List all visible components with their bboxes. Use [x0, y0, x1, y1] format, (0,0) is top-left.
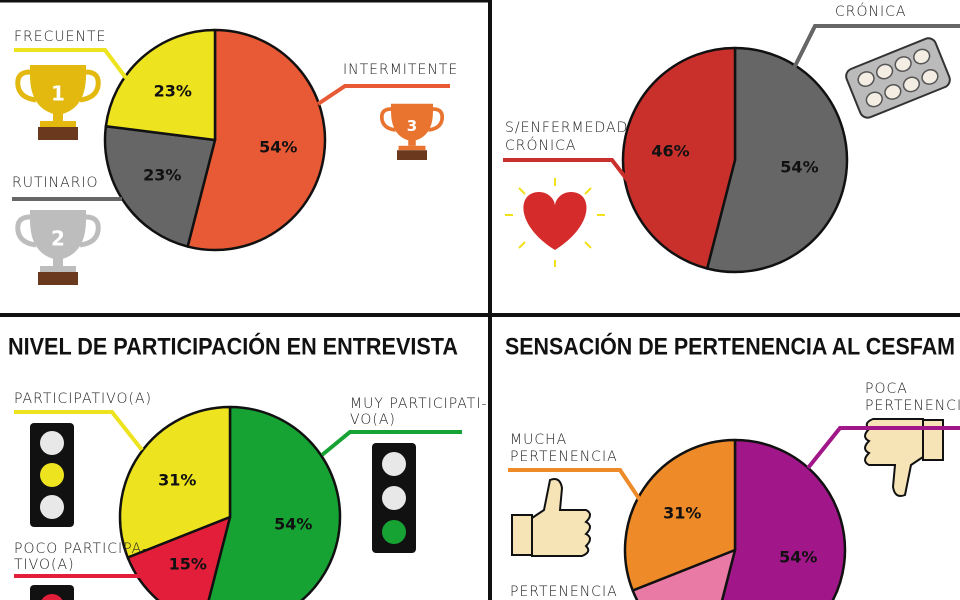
- data-label: 54%: [259, 137, 297, 156]
- leader-line: [14, 410, 144, 452]
- chart-title: NIVEL DE PARTICIPACIÓN EN ENTREVISTA: [8, 332, 458, 360]
- leader-line: [320, 430, 462, 457]
- data-label: 15%: [169, 554, 207, 573]
- pie-slice: [118, 405, 232, 559]
- leader-line: [316, 84, 450, 106]
- pie-slice: [104, 28, 217, 142]
- svg-text:1: 1: [51, 82, 65, 106]
- data-label: 54%: [779, 547, 817, 566]
- thumb-up: [511, 478, 591, 557]
- pill-pack: [845, 37, 951, 119]
- category-label: POCO PARTICIPA-: [14, 541, 148, 557]
- data-label: 23%: [154, 82, 192, 101]
- category-label: TIVO(A): [14, 557, 75, 573]
- pie-slice: [103, 124, 217, 248]
- traffic-light: [30, 585, 74, 600]
- data-label: 23%: [143, 165, 181, 184]
- category-label: PERTENENCIA: [510, 584, 618, 600]
- leader-line: [503, 158, 634, 188]
- svg-text:2: 2: [51, 227, 65, 251]
- category-label: RUTINARIO: [12, 175, 99, 191]
- pie-slice: [621, 46, 737, 270]
- category-label: PARTICIPATIVO(A): [14, 391, 152, 407]
- leader-line: [508, 468, 642, 502]
- data-label: 31%: [158, 471, 196, 490]
- category-label: VO(A): [350, 412, 396, 428]
- traffic-light: [30, 423, 74, 527]
- category-label: POCA: [865, 381, 908, 397]
- heart: [505, 178, 605, 267]
- leader-line: [791, 24, 960, 71]
- pie-slice: [207, 405, 342, 600]
- data-label: 54%: [274, 514, 312, 533]
- data-label: 31%: [663, 504, 701, 523]
- category-label: MUY PARTICIPATI-: [350, 396, 488, 412]
- category-label: INTERMITENTE: [343, 62, 458, 78]
- data-label: 46%: [651, 141, 689, 160]
- category-label: MUCHA: [510, 432, 567, 448]
- pie-slice: [631, 548, 737, 600]
- leader-line: [14, 48, 128, 80]
- category-label: PERTENENCIA: [865, 398, 960, 414]
- category-label: PERTENENCIA: [510, 449, 618, 465]
- pie-slice: [720, 438, 847, 600]
- category-label: C/ENFERMEDAD: [835, 0, 959, 2]
- category-label: CRÓNICA: [505, 136, 576, 154]
- category-label: CRÓNICA: [835, 2, 906, 20]
- svg-text:3: 3: [407, 117, 417, 135]
- pie-slice: [623, 438, 737, 592]
- trophy-silver: 2: [15, 210, 101, 285]
- pie-slice: [705, 46, 849, 274]
- thumb-down: [864, 418, 944, 497]
- trophy-bronze: 3: [379, 103, 445, 160]
- trophy-gold: 1: [15, 65, 101, 140]
- leader-line: [806, 426, 960, 470]
- traffic-light: [372, 443, 416, 553]
- category-label: FRECUENTE: [14, 29, 106, 45]
- pie-slice: [186, 28, 327, 252]
- data-label: 54%: [780, 158, 818, 177]
- chart-title: SENSACIÓN DE PERTENENCIA AL CESFAM: [505, 332, 955, 360]
- category-label: S/ENFERMEDAD: [505, 120, 628, 136]
